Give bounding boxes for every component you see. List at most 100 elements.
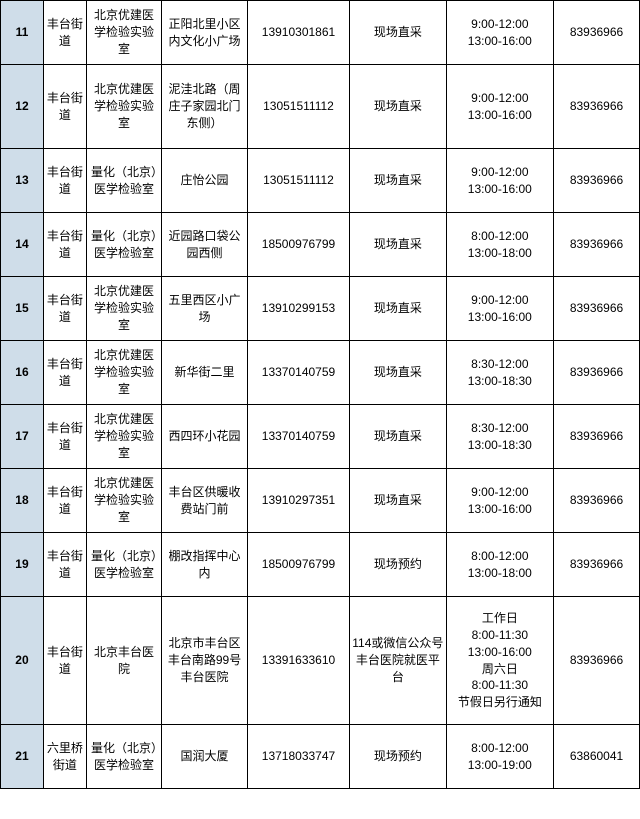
- time-cell: 8:00-12:0013:00-18:00: [446, 213, 553, 277]
- phone-cell: 13370140759: [247, 405, 349, 469]
- method-cell: 现场直采: [350, 469, 447, 533]
- row-index: 18: [1, 469, 44, 533]
- time-cell: 8:30-12:0013:00-18:30: [446, 405, 553, 469]
- street-cell: 六里桥街道: [43, 725, 86, 789]
- lab-cell: 北京丰台医院: [86, 597, 161, 725]
- row-index: 19: [1, 533, 44, 597]
- phone-cell: 13910299153: [247, 277, 349, 341]
- table-row: 18丰台街道北京优建医学检验实验室丰台区供暖收费站门前13910297351现场…: [1, 469, 640, 533]
- lab-cell: 量化（北京）医学检验室: [86, 725, 161, 789]
- table-row: 13丰台街道量化（北京）医学检验室庄怡公园13051511112现场直采9:00…: [1, 149, 640, 213]
- table-row: 19丰台街道量化（北京）医学检验室棚改指挥中心内18500976799现场预约8…: [1, 533, 640, 597]
- location-cell: 正阳北里小区内文化小广场: [162, 1, 248, 65]
- method-cell: 现场预约: [350, 725, 447, 789]
- contact-cell: 63860041: [554, 725, 640, 789]
- lab-cell: 北京优建医学检验实验室: [86, 1, 161, 65]
- table-row: 15丰台街道北京优建医学检验实验室五里西区小广场13910299153现场直采9…: [1, 277, 640, 341]
- testing-sites-table: 11丰台街道北京优建医学检验实验室正阳北里小区内文化小广场13910301861…: [0, 0, 640, 789]
- method-cell: 现场直采: [350, 65, 447, 149]
- lab-cell: 北京优建医学检验实验室: [86, 277, 161, 341]
- row-index: 11: [1, 1, 44, 65]
- time-cell: 9:00-12:0013:00-16:00: [446, 149, 553, 213]
- street-cell: 丰台街道: [43, 65, 86, 149]
- street-cell: 丰台街道: [43, 1, 86, 65]
- time-cell: 8:00-12:0013:00-19:00: [446, 725, 553, 789]
- contact-cell: 83936966: [554, 341, 640, 405]
- time-cell: 工作日8:00-11:3013:00-16:00周六日8:00-11:30节假日…: [446, 597, 553, 725]
- row-index: 21: [1, 725, 44, 789]
- row-index: 20: [1, 597, 44, 725]
- location-cell: 泥洼北路（周庄子家园北门东侧）: [162, 65, 248, 149]
- table-row: 16丰台街道北京优建医学检验实验室新华街二里13370140759现场直采8:3…: [1, 341, 640, 405]
- time-cell: 8:00-12:0013:00-18:00: [446, 533, 553, 597]
- row-index: 15: [1, 277, 44, 341]
- method-cell: 现场直采: [350, 213, 447, 277]
- lab-cell: 北京优建医学检验实验室: [86, 65, 161, 149]
- contact-cell: 83936966: [554, 213, 640, 277]
- location-cell: 庄怡公园: [162, 149, 248, 213]
- lab-cell: 量化（北京）医学检验室: [86, 213, 161, 277]
- time-cell: 8:30-12:0013:00-18:30: [446, 341, 553, 405]
- contact-cell: 83936966: [554, 405, 640, 469]
- table-row: 21六里桥街道量化（北京）医学检验室国润大厦13718033747现场预约8:0…: [1, 725, 640, 789]
- phone-cell: 18500976799: [247, 533, 349, 597]
- phone-cell: 13051511112: [247, 65, 349, 149]
- table-row: 14丰台街道量化（北京）医学检验室近园路口袋公园西侧18500976799现场直…: [1, 213, 640, 277]
- method-cell: 现场直采: [350, 149, 447, 213]
- lab-cell: 北京优建医学检验实验室: [86, 341, 161, 405]
- time-cell: 9:00-12:0013:00-16:00: [446, 1, 553, 65]
- row-index: 16: [1, 341, 44, 405]
- street-cell: 丰台街道: [43, 597, 86, 725]
- contact-cell: 83936966: [554, 149, 640, 213]
- method-cell: 现场预约: [350, 533, 447, 597]
- street-cell: 丰台街道: [43, 149, 86, 213]
- time-cell: 9:00-12:0013:00-16:00: [446, 65, 553, 149]
- lab-cell: 北京优建医学检验实验室: [86, 405, 161, 469]
- row-index: 17: [1, 405, 44, 469]
- row-index: 14: [1, 213, 44, 277]
- street-cell: 丰台街道: [43, 277, 86, 341]
- phone-cell: 13370140759: [247, 341, 349, 405]
- method-cell: 现场直采: [350, 277, 447, 341]
- location-cell: 北京市丰台区丰台南路99号丰台医院: [162, 597, 248, 725]
- phone-cell: 13910301861: [247, 1, 349, 65]
- table-row: 11丰台街道北京优建医学检验实验室正阳北里小区内文化小广场13910301861…: [1, 1, 640, 65]
- phone-cell: 13718033747: [247, 725, 349, 789]
- contact-cell: 83936966: [554, 65, 640, 149]
- method-cell: 现场直采: [350, 1, 447, 65]
- location-cell: 棚改指挥中心内: [162, 533, 248, 597]
- contact-cell: 83936966: [554, 597, 640, 725]
- method-cell: 现场直采: [350, 341, 447, 405]
- lab-cell: 量化（北京）医学检验室: [86, 149, 161, 213]
- street-cell: 丰台街道: [43, 533, 86, 597]
- contact-cell: 83936966: [554, 469, 640, 533]
- location-cell: 西四环小花园: [162, 405, 248, 469]
- method-cell: 114或微信公众号丰台医院就医平台: [350, 597, 447, 725]
- phone-cell: 18500976799: [247, 213, 349, 277]
- lab-cell: 北京优建医学检验实验室: [86, 469, 161, 533]
- table-row: 12丰台街道北京优建医学检验实验室泥洼北路（周庄子家园北门东侧）13051511…: [1, 65, 640, 149]
- row-index: 13: [1, 149, 44, 213]
- street-cell: 丰台街道: [43, 405, 86, 469]
- street-cell: 丰台街道: [43, 341, 86, 405]
- method-cell: 现场直采: [350, 405, 447, 469]
- phone-cell: 13391633610: [247, 597, 349, 725]
- street-cell: 丰台街道: [43, 213, 86, 277]
- row-index: 12: [1, 65, 44, 149]
- location-cell: 国润大厦: [162, 725, 248, 789]
- contact-cell: 83936966: [554, 277, 640, 341]
- phone-cell: 13910297351: [247, 469, 349, 533]
- contact-cell: 83936966: [554, 533, 640, 597]
- street-cell: 丰台街道: [43, 469, 86, 533]
- table-row: 17丰台街道北京优建医学检验实验室西四环小花园13370140759现场直采8:…: [1, 405, 640, 469]
- contact-cell: 83936966: [554, 1, 640, 65]
- lab-cell: 量化（北京）医学检验室: [86, 533, 161, 597]
- phone-cell: 13051511112: [247, 149, 349, 213]
- location-cell: 近园路口袋公园西侧: [162, 213, 248, 277]
- location-cell: 新华街二里: [162, 341, 248, 405]
- time-cell: 9:00-12:0013:00-16:00: [446, 277, 553, 341]
- time-cell: 9:00-12:0013:00-16:00: [446, 469, 553, 533]
- location-cell: 丰台区供暖收费站门前: [162, 469, 248, 533]
- table-row: 20丰台街道北京丰台医院北京市丰台区丰台南路99号丰台医院13391633610…: [1, 597, 640, 725]
- location-cell: 五里西区小广场: [162, 277, 248, 341]
